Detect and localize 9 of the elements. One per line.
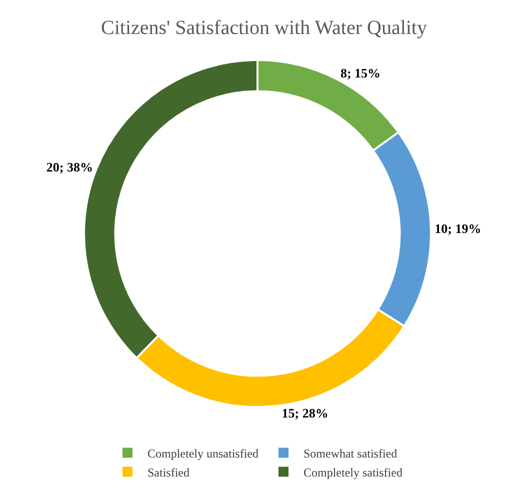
data-label: 20; 38% [46, 160, 93, 175]
legend-label: Satisfied [148, 465, 190, 480]
data-label: 8; 15% [340, 66, 381, 81]
data-label: 15; 28% [282, 406, 328, 421]
data-label: 10; 19% [434, 220, 482, 236]
legend-label: Completely unsatisfied [148, 446, 258, 460]
legend-label: Completely satisfied [303, 465, 402, 480]
chart-title: Citizens' Satisfaction with Water Quality [100, 16, 428, 39]
legend-label: Somewhat satisfied [303, 446, 398, 460]
